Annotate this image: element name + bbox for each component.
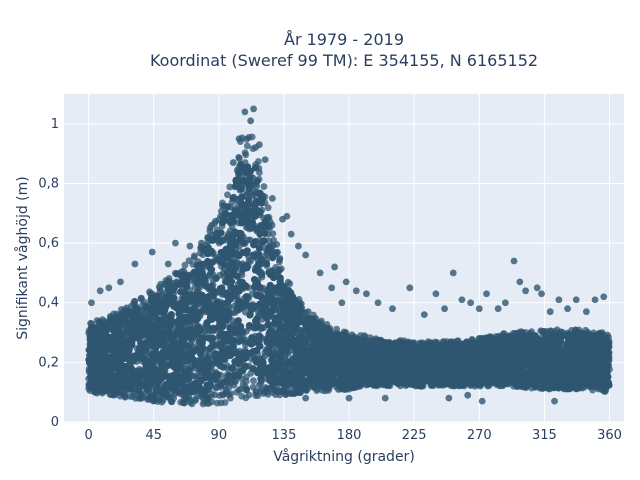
- data-point: [85, 346, 93, 354]
- data-point: [194, 372, 201, 379]
- chart-title-line-2: Koordinat (Sweref 99 TM): E 354155, N 61…: [150, 51, 538, 70]
- data-point: [242, 394, 250, 402]
- data-point: [229, 194, 237, 202]
- data-point: [224, 191, 231, 199]
- data-point: [235, 155, 243, 163]
- data-point: [260, 390, 268, 397]
- data-point: [249, 383, 257, 391]
- data-points: [85, 105, 613, 408]
- data-point: [260, 183, 268, 190]
- data-point: [246, 311, 254, 319]
- data-point: [93, 389, 101, 397]
- data-point: [277, 356, 285, 364]
- data-point: [254, 392, 262, 399]
- data-point: [279, 386, 287, 394]
- data-point: [284, 278, 292, 286]
- data-point: [255, 158, 262, 165]
- data-point: [192, 397, 199, 404]
- data-point: [537, 327, 545, 335]
- data-point: [250, 377, 257, 385]
- data-point: [221, 399, 229, 406]
- data-point: [264, 204, 272, 212]
- data-point: [546, 385, 554, 393]
- data-point: [206, 227, 214, 235]
- data-point: [157, 280, 165, 288]
- data-point: [227, 212, 235, 220]
- chart-title-line-1: År 1979 - 2019: [284, 30, 404, 49]
- data-point: [517, 328, 525, 336]
- data-point: [219, 199, 226, 207]
- data-point: [222, 234, 230, 242]
- data-point: [117, 382, 125, 390]
- data-point: [191, 252, 198, 260]
- data-point: [207, 266, 216, 274]
- data-point: [212, 274, 220, 282]
- data-point: [251, 164, 260, 172]
- data-point: [199, 394, 206, 402]
- data-point: [218, 219, 227, 227]
- data-point: [177, 398, 185, 406]
- data-point: [203, 399, 211, 407]
- data-point: [275, 266, 282, 274]
- data-point: [243, 142, 251, 150]
- data-point: [601, 388, 609, 395]
- data-point: [226, 183, 234, 191]
- data-point: [513, 382, 521, 390]
- data-point: [149, 310, 157, 318]
- data-point: [233, 388, 241, 396]
- data-point: [213, 399, 221, 407]
- data-point: [243, 386, 250, 394]
- data-point: [268, 383, 276, 390]
- data-point: [126, 392, 134, 400]
- data-point: [276, 254, 284, 262]
- data-point: [224, 298, 232, 307]
- data-point: [232, 377, 240, 385]
- data-point: [167, 396, 175, 404]
- data-point: [196, 249, 204, 257]
- data-point: [385, 381, 393, 389]
- data-point: [225, 372, 233, 380]
- data-point: [242, 151, 250, 159]
- data-point: [203, 394, 211, 402]
- data-point: [181, 261, 189, 269]
- data-point: [171, 269, 179, 277]
- data-point: [297, 389, 304, 397]
- data-point: [145, 396, 153, 403]
- data-point: [273, 240, 281, 248]
- data-point: [137, 294, 145, 302]
- data-point: [558, 328, 566, 336]
- data-point: [165, 277, 173, 285]
- data-point: [485, 333, 493, 341]
- data-point: [130, 300, 138, 308]
- data-point: [248, 133, 256, 141]
- data-point: [251, 212, 259, 220]
- data-point: [138, 394, 146, 402]
- data-point: [269, 230, 277, 237]
- data-point: [185, 393, 193, 401]
- data-point: [219, 391, 227, 399]
